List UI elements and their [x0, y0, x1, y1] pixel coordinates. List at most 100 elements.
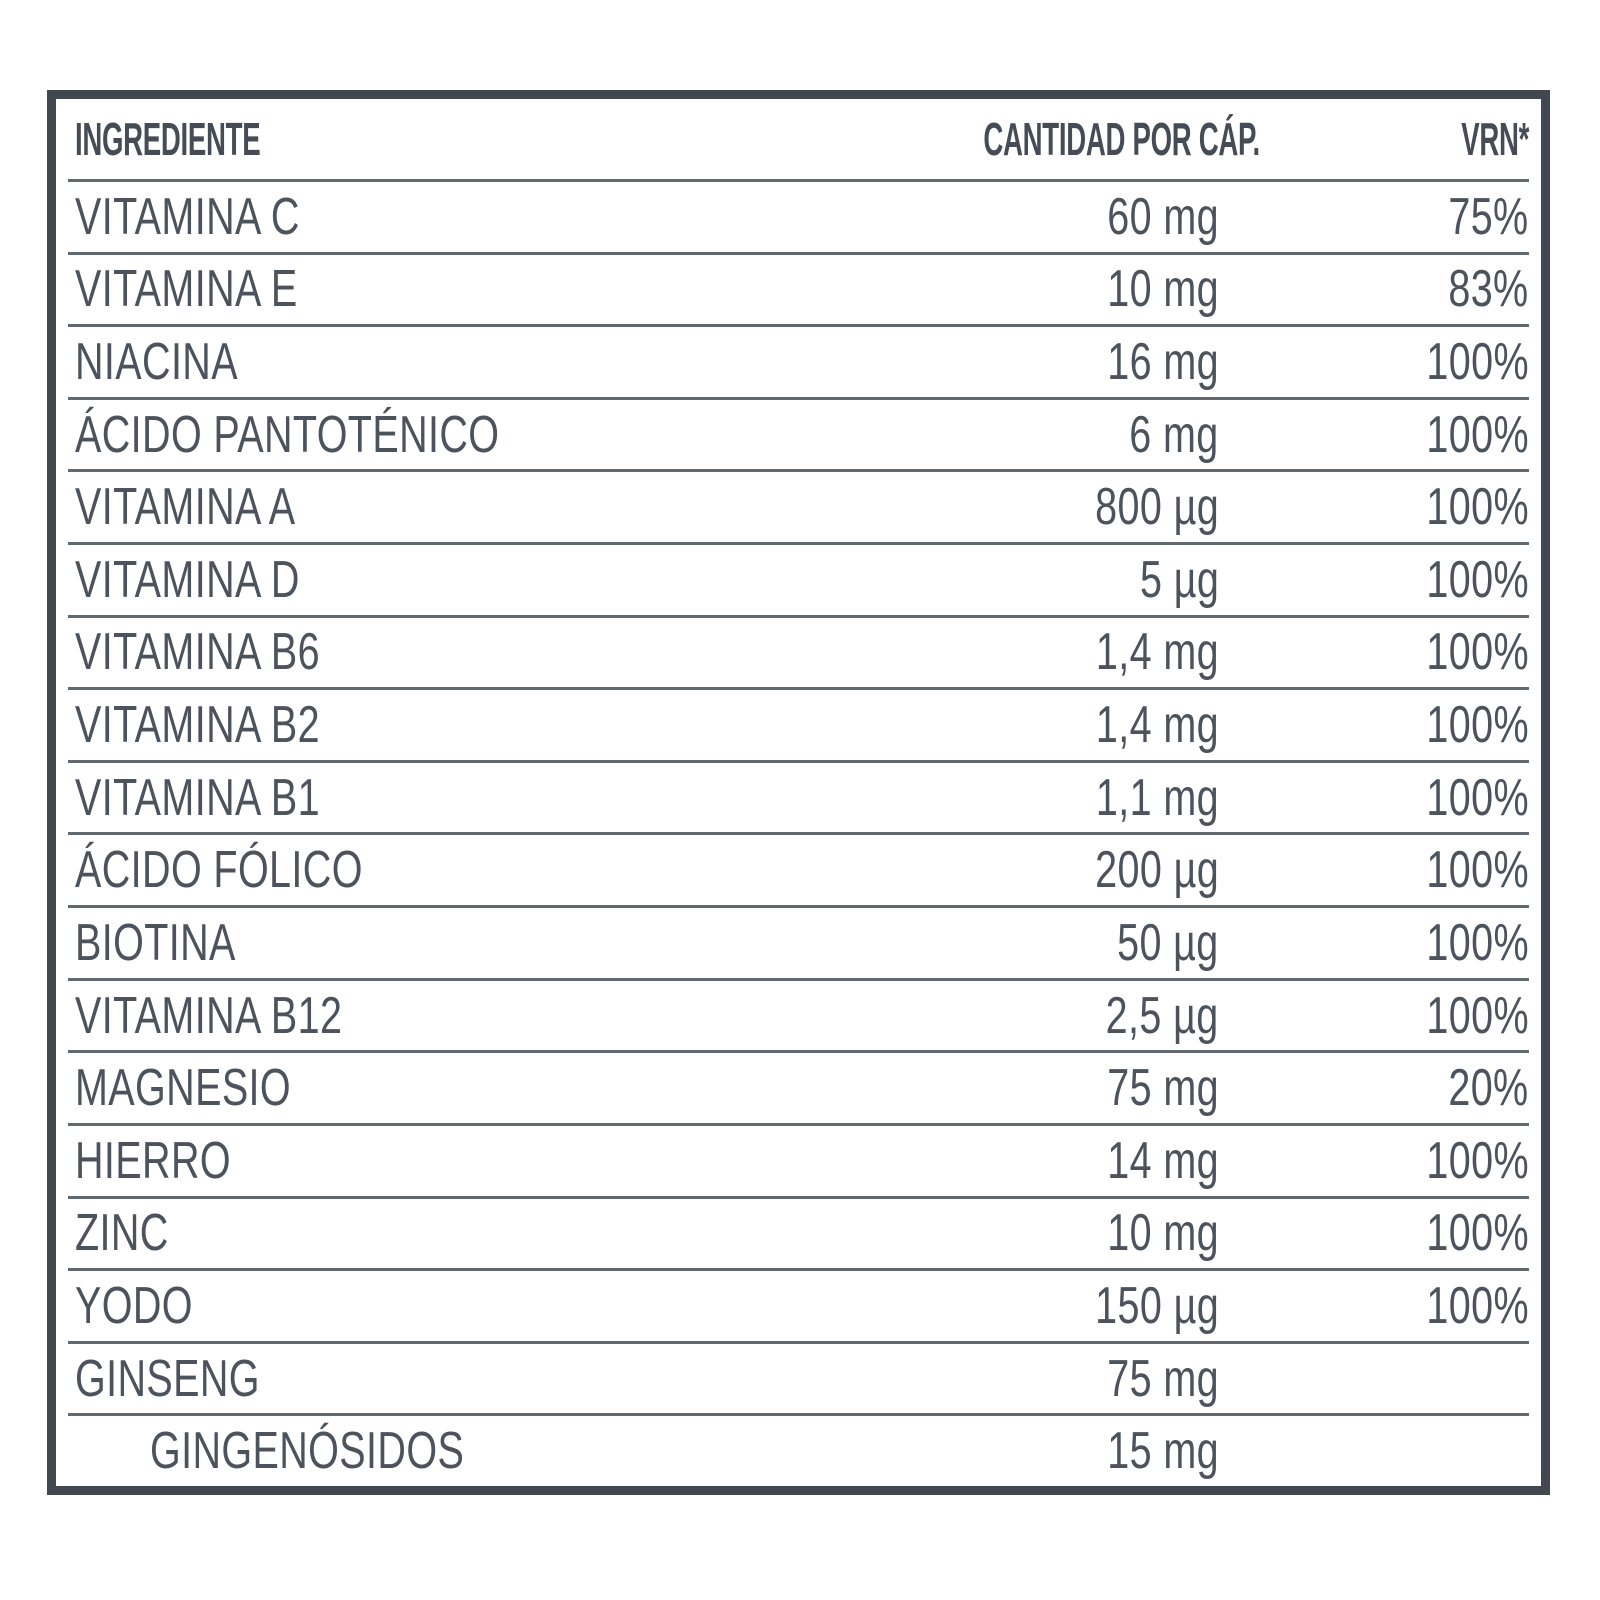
- ingredient-name: VITAMINA D: [75, 550, 300, 609]
- ingredient-vrn: 83%: [1448, 260, 1529, 319]
- ingredient-vrn-cell: 100%: [1219, 1135, 1529, 1187]
- column-header-vrn: VRN*: [1461, 113, 1529, 165]
- ingredient-amount-cell: 75 mg: [799, 1353, 1219, 1405]
- ingredient-name: GINSENG: [75, 1349, 260, 1408]
- ingredient-amount-cell: 60 mg: [799, 191, 1219, 243]
- column-header-amount: CANTIDAD POR CÁP.: [983, 113, 1260, 165]
- ingredient-amount-cell: 1,4 mg: [799, 626, 1219, 678]
- ingredient-vrn: 100%: [1426, 333, 1529, 392]
- ingredient-name-cell: HIERRO: [68, 1135, 799, 1187]
- ingredient-amount: 16 mg: [1107, 333, 1219, 392]
- ingredient-amount-cell: 1,1 mg: [799, 772, 1219, 824]
- ingredient-vrn: 100%: [1426, 1276, 1529, 1335]
- ingredient-name: ZINC: [75, 1204, 169, 1263]
- ingredient-vrn-cell: 100%: [1219, 554, 1529, 606]
- ingredient-vrn: 100%: [1426, 768, 1529, 827]
- table-content: INGREDIENTE CANTIDAD POR CÁP. VRN* VITAM…: [56, 99, 1541, 1486]
- ingredient-vrn-cell: 100%: [1219, 409, 1529, 461]
- column-header-ingredient: INGREDIENTE: [75, 113, 261, 165]
- ingredient-vrn-cell: 100%: [1219, 917, 1529, 969]
- ingredient-amount: 1,1 mg: [1095, 768, 1219, 827]
- table-row: GINGENÓSIDOS 15 mg: [68, 1413, 1529, 1486]
- ingredient-amount-cell: 150 µg: [799, 1280, 1219, 1332]
- ingredient-vrn-cell: 75%: [1219, 191, 1529, 243]
- ingredient-amount: 2,5 µg: [1106, 986, 1219, 1045]
- supplement-facts-table: INGREDIENTE CANTIDAD POR CÁP. VRN* VITAM…: [47, 90, 1550, 1495]
- ingredient-vrn-cell: 100%: [1219, 990, 1529, 1042]
- ingredient-vrn: 75%: [1448, 187, 1529, 246]
- ingredient-amount: 60 mg: [1107, 187, 1219, 246]
- ingredient-name-cell: VITAMINA A: [68, 481, 799, 533]
- table-row: YODO 150 µg 100%: [68, 1268, 1529, 1341]
- ingredient-vrn-cell: 100%: [1219, 699, 1529, 751]
- ingredient-vrn: 100%: [1426, 550, 1529, 609]
- ingredient-amount: 6 mg: [1129, 405, 1219, 464]
- ingredient-amount: 75 mg: [1107, 1059, 1219, 1118]
- ingredient-amount: 150 µg: [1095, 1276, 1219, 1335]
- table-row: ÁCIDO FÓLICO 200 µg 100%: [68, 832, 1529, 905]
- ingredient-amount-cell: 50 µg: [799, 917, 1219, 969]
- ingredient-vrn-cell: 100%: [1219, 772, 1529, 824]
- table-row: VITAMINA B2 1,4 mg 100%: [68, 687, 1529, 760]
- ingredient-name-cell: VITAMINA D: [68, 554, 799, 606]
- ingredient-name: VITAMINA A: [75, 478, 296, 537]
- ingredient-name-cell: VITAMINA B1: [68, 772, 799, 824]
- ingredient-amount-cell: 10 mg: [799, 1207, 1219, 1259]
- ingredient-amount-cell: 1,4 mg: [799, 699, 1219, 751]
- ingredient-name: HIERRO: [75, 1131, 231, 1190]
- table-row: MAGNESIO 75 mg 20%: [68, 1050, 1529, 1123]
- table-row: VITAMINA A 800 µg 100%: [68, 469, 1529, 542]
- ingredient-name-cell: ÁCIDO FÓLICO: [68, 844, 799, 896]
- header-cell-ingredient: INGREDIENTE: [68, 116, 799, 162]
- ingredient-amount: 1,4 mg: [1095, 623, 1219, 682]
- ingredient-name: YODO: [75, 1276, 193, 1335]
- ingredient-amount: 1,4 mg: [1095, 696, 1219, 755]
- ingredient-vrn: 100%: [1426, 478, 1529, 537]
- ingredient-vrn: 100%: [1426, 696, 1529, 755]
- ingredient-amount-cell: 800 µg: [799, 481, 1219, 533]
- table-header-row: INGREDIENTE CANTIDAD POR CÁP. VRN*: [68, 99, 1529, 179]
- ingredient-amount-cell: 6 mg: [799, 409, 1219, 461]
- ingredient-vrn-cell: 100%: [1219, 336, 1529, 388]
- ingredient-vrn-cell: 83%: [1219, 263, 1529, 315]
- ingredient-vrn-cell: 100%: [1219, 1280, 1529, 1332]
- ingredient-name: BIOTINA: [75, 913, 236, 972]
- table-row: VITAMINA B12 2,5 µg 100%: [68, 977, 1529, 1051]
- ingredient-name: VITAMINA B6: [75, 623, 321, 682]
- ingredient-name-cell: VITAMINA C: [68, 191, 799, 243]
- table-row: HIERRO 14 mg 100%: [68, 1122, 1529, 1196]
- ingredient-name-cell: GINSENG: [68, 1353, 799, 1405]
- ingredient-name: VITAMINA C: [75, 187, 300, 246]
- table-row: VITAMINA C 60 mg 75%: [68, 179, 1529, 252]
- ingredient-amount-cell: 14 mg: [799, 1135, 1219, 1187]
- table-row: GINSENG 75 mg: [68, 1340, 1529, 1414]
- ingredient-name-cell: VITAMINA B6: [68, 626, 799, 678]
- table-row: ÁCIDO PANTOTÉNICO 6 mg 100%: [68, 396, 1529, 470]
- ingredient-amount-cell: 16 mg: [799, 336, 1219, 388]
- ingredient-amount: 10 mg: [1107, 1204, 1219, 1263]
- table-row: VITAMINA E 10 mg 83%: [68, 251, 1529, 325]
- table-row: NIACINA 16 mg 100%: [68, 324, 1529, 397]
- ingredient-name: VITAMINA B12: [75, 986, 343, 1045]
- ingredient-vrn-cell: 100%: [1219, 1207, 1529, 1259]
- ingredient-amount-cell: 5 µg: [799, 554, 1219, 606]
- ingredient-vrn: 100%: [1426, 841, 1529, 900]
- ingredient-vrn: 100%: [1426, 623, 1529, 682]
- ingredient-amount-cell: 75 mg: [799, 1062, 1219, 1114]
- ingredient-name-cell: BIOTINA: [68, 917, 799, 969]
- ingredient-vrn-cell: 20%: [1219, 1062, 1529, 1114]
- table-row: VITAMINA B1 1,1 mg 100%: [68, 759, 1529, 833]
- ingredient-name: VITAMINA E: [75, 260, 298, 319]
- ingredient-amount-cell: 200 µg: [799, 844, 1219, 896]
- ingredient-name-cell: VITAMINA B2: [68, 699, 799, 751]
- ingredient-name: VITAMINA B1: [75, 768, 321, 827]
- ingredient-name-cell: YODO: [68, 1280, 799, 1332]
- ingredient-vrn: 100%: [1426, 913, 1529, 972]
- ingredient-name-cell: VITAMINA E: [68, 263, 799, 315]
- ingredient-vrn: 100%: [1426, 1204, 1529, 1263]
- ingredient-name-cell: ZINC: [68, 1207, 799, 1259]
- ingredient-name-cell: MAGNESIO: [68, 1062, 799, 1114]
- ingredient-name: MAGNESIO: [75, 1059, 292, 1118]
- ingredient-name: NIACINA: [75, 333, 238, 392]
